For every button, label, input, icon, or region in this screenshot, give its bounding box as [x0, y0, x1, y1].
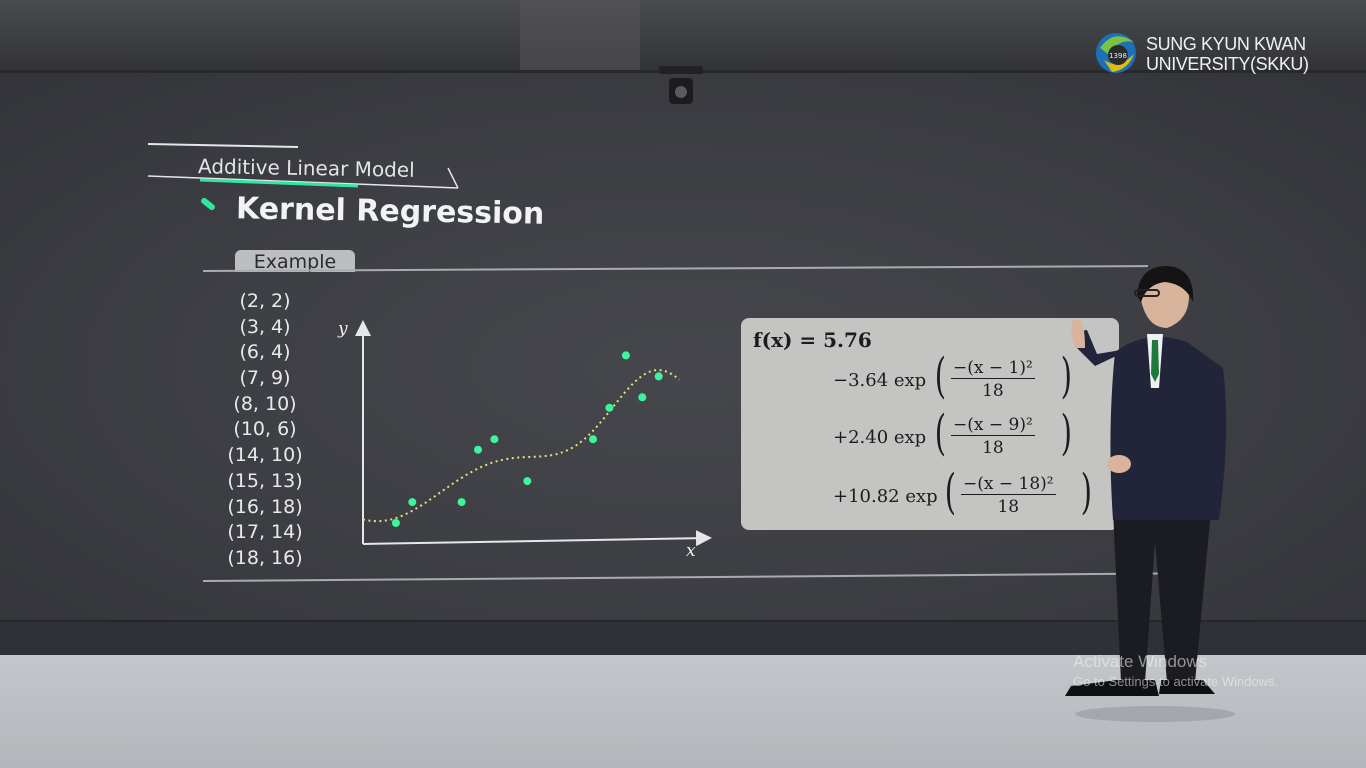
left-paren: (	[944, 464, 956, 520]
ceiling-camera	[655, 58, 705, 108]
x-axis-label: x	[686, 541, 696, 560]
data-point	[621, 351, 630, 360]
formula-term: −3.64 exp ( −(x − 1)² 18 )	[833, 348, 1113, 410]
data-point-list: (2, 2) (3, 4) (6, 4) (7, 9) (8, 10) (10,…	[210, 289, 320, 572]
example-tab: Example	[235, 250, 355, 273]
data-point	[391, 519, 400, 527]
data-point	[605, 403, 614, 412]
data-point	[457, 498, 466, 507]
term-numerator: −(x − 9)²	[951, 415, 1035, 436]
term-coefficient: +10.82 exp	[833, 486, 938, 507]
section-title: Additive Linear Model	[197, 154, 415, 182]
formula-term: +10.82 exp ( −(x − 18)² 18 )	[833, 464, 1113, 526]
scatter-chart: y x	[337, 319, 712, 560]
data-point	[490, 435, 499, 444]
point-label: (14, 10)	[227, 444, 303, 467]
term-fraction: −(x − 18)² 18	[961, 474, 1056, 519]
y-axis-label: y	[337, 319, 348, 339]
formula-box: f(x) = 5.76 −3.64 exp ( −(x − 1)² 18 ) +…	[741, 318, 1119, 530]
term-fraction: −(x − 1)² 18	[951, 358, 1035, 403]
data-point	[638, 393, 647, 402]
left-paren: (	[934, 405, 946, 461]
data-point	[474, 445, 482, 454]
point-label: (7, 9)	[239, 367, 291, 390]
data-point	[523, 477, 532, 486]
watermark-line-2: Go to Settings to activate Windows.	[1073, 674, 1279, 689]
point-label: (6, 4)	[239, 341, 291, 364]
slide-title: Kernel Regression	[235, 191, 545, 232]
logo-line-1: SUNG KYUN KWAN	[1146, 34, 1306, 54]
data-point	[589, 435, 597, 444]
camera-lens	[675, 86, 687, 98]
seal-year: 1398	[1109, 52, 1127, 60]
right-paren: )	[1060, 348, 1072, 404]
term-numerator: −(x − 18)²	[961, 474, 1056, 495]
ceiling-panel	[520, 0, 640, 70]
data-point	[408, 498, 417, 507]
point-label: (10, 6)	[233, 418, 297, 441]
point-label: (2, 2)	[239, 290, 291, 312]
windows-activation-watermark: Activate Windows Go to Settings to activ…	[1073, 652, 1278, 689]
left-paren: (	[934, 348, 946, 404]
term-coefficient: +2.40 exp	[833, 427, 927, 448]
data-point	[654, 372, 663, 381]
point-label: (15, 13)	[227, 469, 303, 492]
point-label: (18, 16)	[227, 546, 303, 569]
camera-mount	[659, 66, 703, 74]
point-label: (8, 10)	[233, 392, 297, 415]
term-coefficient: −3.64 exp	[833, 370, 927, 391]
logo-line-2: UNIVERSITY(SKKU)	[1146, 54, 1309, 74]
formula-term: +2.40 exp ( −(x − 9)² 18 )	[833, 405, 1113, 467]
university-logo: 1398 SUNG KYUN KWAN UNIVERSITY(SKKU)	[1094, 26, 1334, 82]
fit-curve	[362, 368, 680, 523]
point-label: (17, 14)	[227, 521, 303, 544]
right-paren: )	[1080, 464, 1092, 520]
formula-head: f(x) = 5.76	[753, 328, 872, 352]
right-paren: )	[1060, 405, 1072, 461]
point-label: (16, 18)	[227, 495, 303, 518]
term-denominator: 18	[982, 438, 1004, 458]
term-denominator: 18	[982, 381, 1004, 401]
university-seal-icon: 1398	[1096, 33, 1136, 73]
presenter-figure	[1065, 266, 1235, 722]
watermark-line-1: Activate Windows	[1073, 652, 1208, 671]
point-label: (3, 4)	[239, 315, 291, 338]
x-axis	[362, 530, 712, 547]
points-layer	[391, 351, 663, 527]
section-tab-frame	[148, 143, 459, 189]
term-numerator: −(x − 1)²	[951, 358, 1035, 379]
term-fraction: −(x − 9)² 18	[951, 415, 1035, 460]
term-denominator: 18	[997, 497, 1020, 517]
